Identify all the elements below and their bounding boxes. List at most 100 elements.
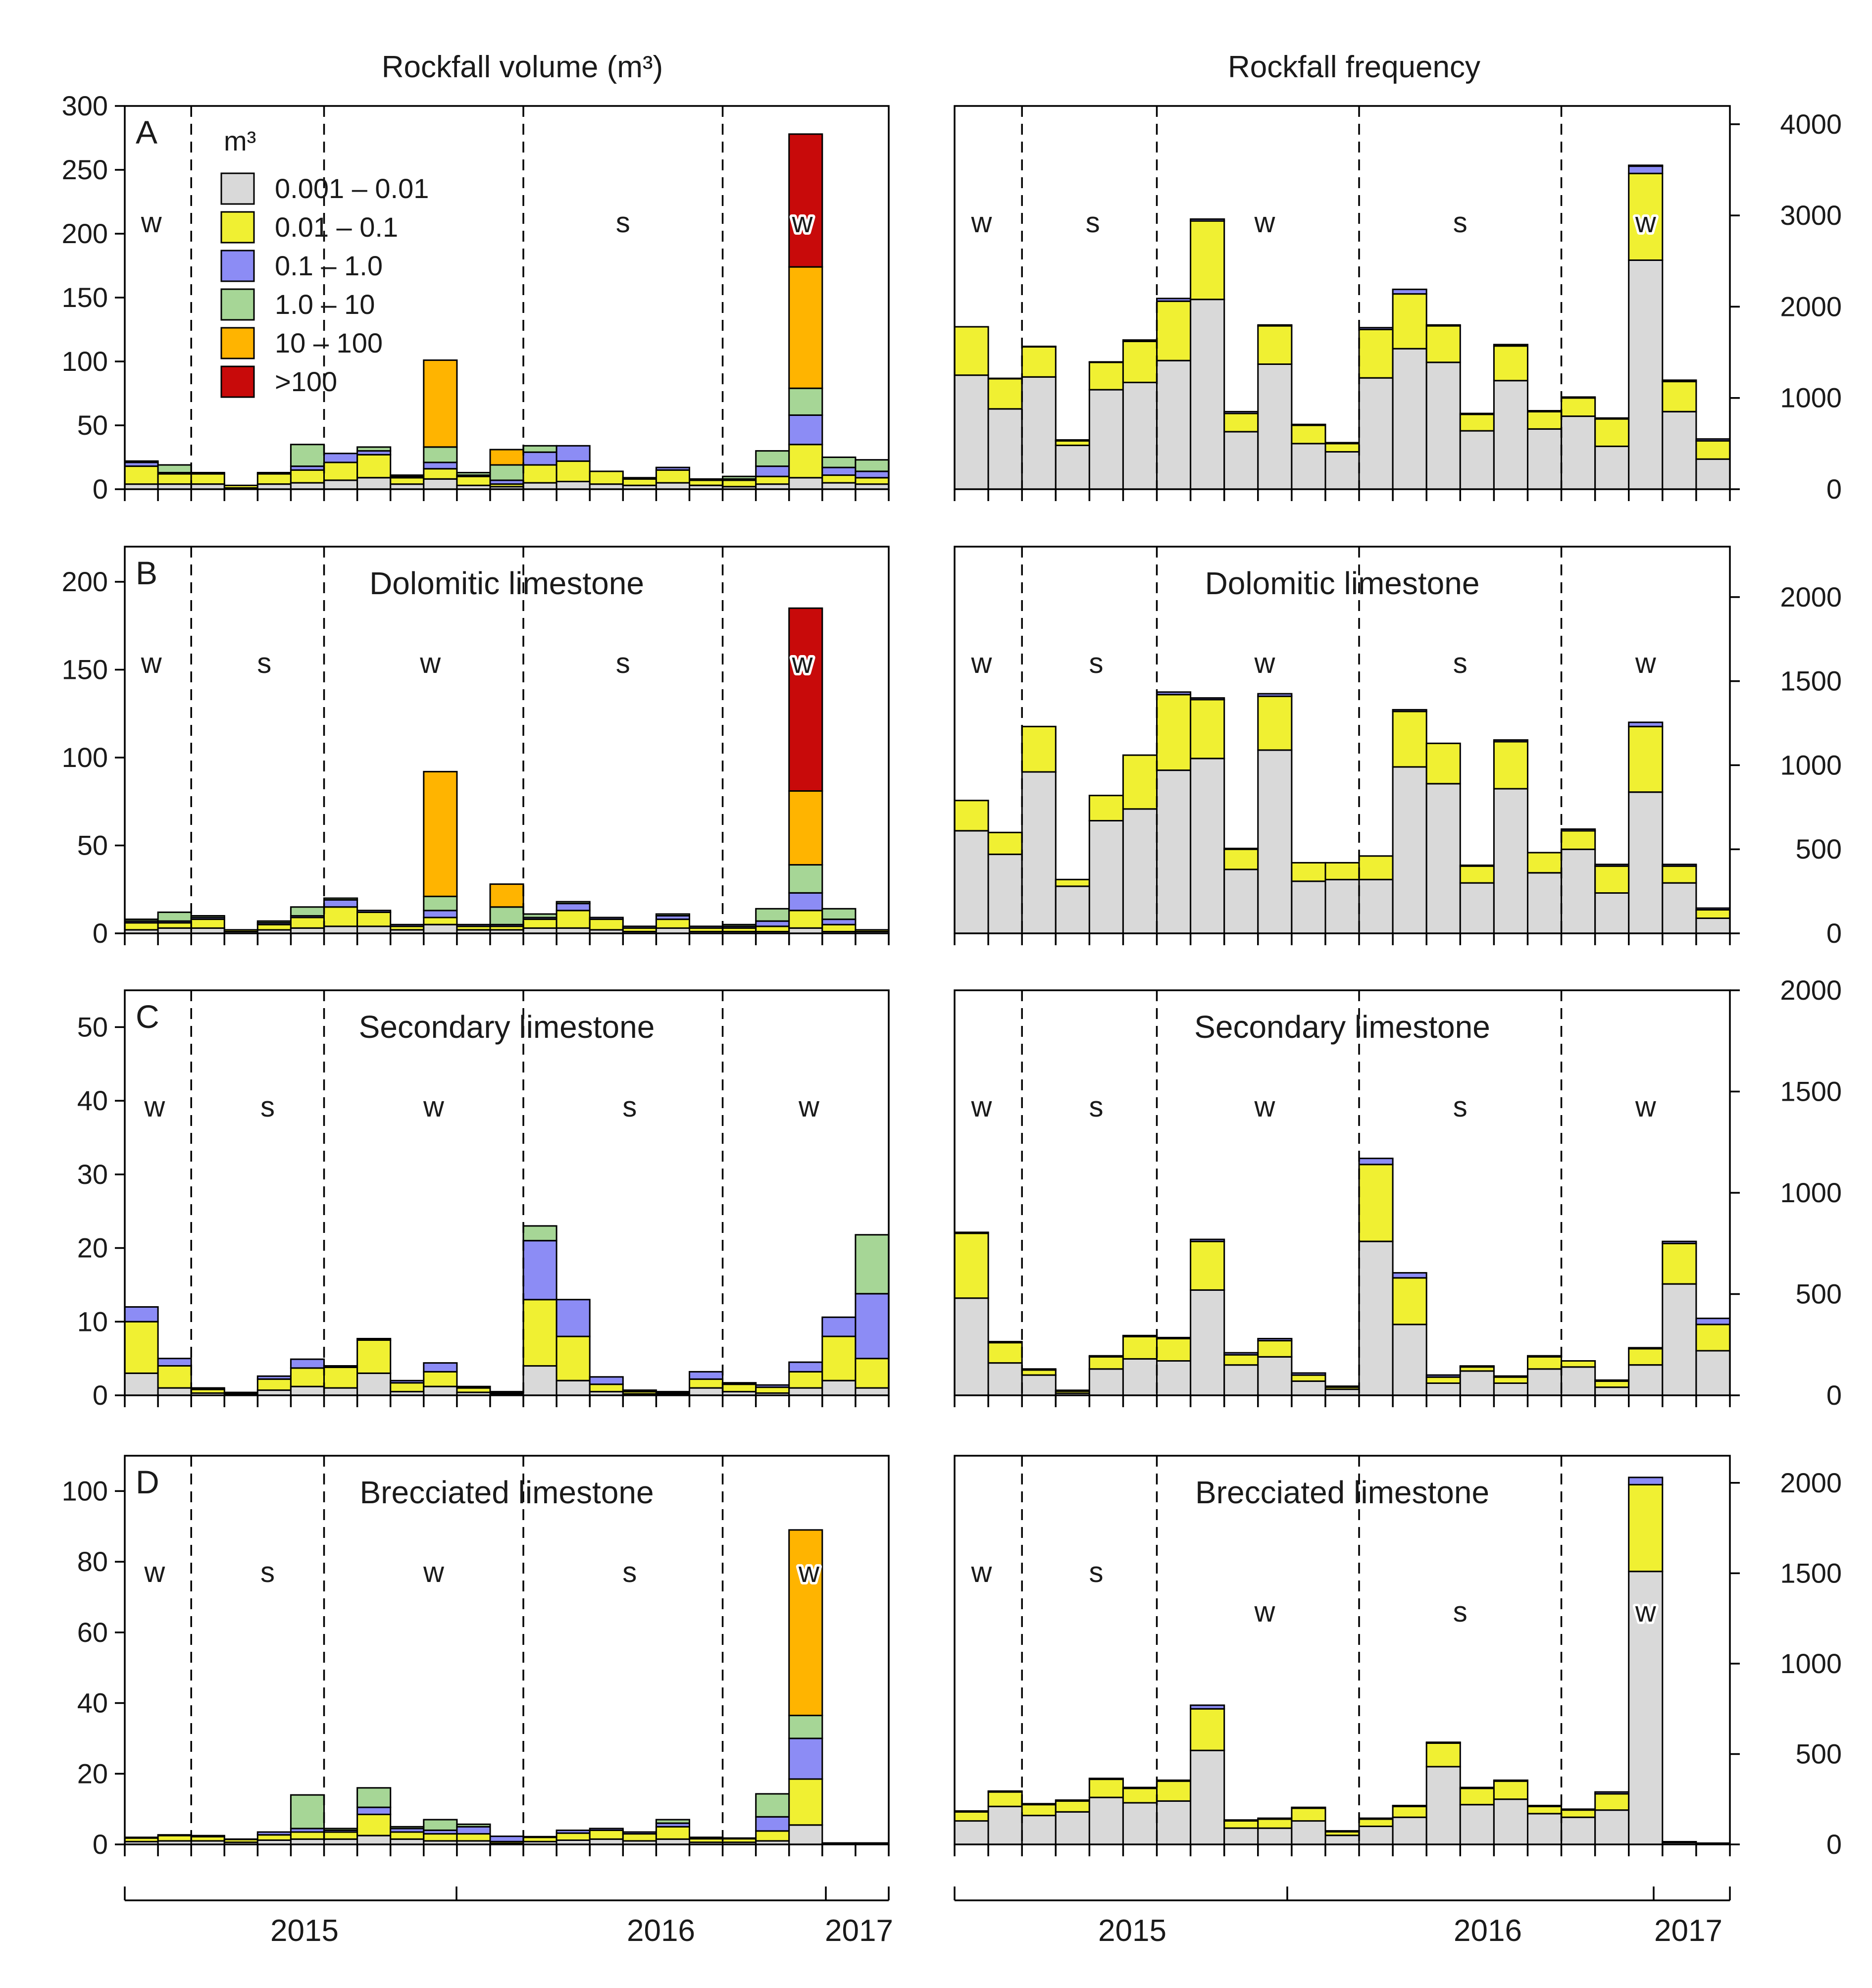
bar-C-frequency-9-class-1 [1223,1364,1259,1396]
season-label-C-frequency-4: s [1453,1091,1467,1123]
y-tick-label-D-volume-0: 0 [93,1829,108,1860]
bar-D-frequency-19-class-1 [1561,1816,1596,1845]
bar-B-volume-18-class-3 [689,925,724,929]
bar-A-volume-21-class-2 [788,444,823,479]
frequency-column-title: Rockfall frequency [1228,50,1480,84]
bar-B-volume-5-class-2 [256,923,292,931]
legend-label-6: >100 [275,366,337,397]
bar-C-frequency-2-class-2 [987,1342,1023,1364]
bar-C-frequency-8-class-3 [1190,1238,1225,1242]
bar-D-frequency-7-class-1 [1156,1800,1192,1845]
bar-C-volume-13-class-4 [522,1225,557,1242]
panel-letter-D: D [136,1464,159,1500]
bar-C-volume-7-class-2 [323,1367,358,1389]
bar-D-frequency-4-class-2 [1055,1800,1090,1813]
bar-C-frequency-11-class-2 [1291,1374,1326,1382]
panel-A-frequency: 0 1000 2000 3000 4000 w s w s w [954,105,1842,505]
bar-B-frequency-14-class-3 [1392,709,1427,713]
y-tick-label-B-frequency-1000: 1000 [1780,749,1842,780]
bar-A-volume-13-class-4 [522,445,557,453]
bar-D-frequency-2-class-1 [987,1805,1023,1845]
bar-C-frequency-15-class-1 [1425,1382,1461,1396]
bar-B-frequency-11-class-1 [1291,880,1326,934]
bar-B-frequency-23-class-3 [1695,907,1731,911]
bar-B-volume-17-class-2 [655,918,691,929]
bar-D-volume-8-class-3 [356,1806,392,1815]
bar-D-volume-8-class-1 [356,1835,392,1845]
bar-A-volume-20-class-4 [755,450,790,467]
bar-A-volume-5-class-3 [256,472,292,475]
y-tick-label-A-volume-200: 200 [62,218,108,249]
bar-A-frequency-12-class-1 [1324,451,1360,490]
bar-A-volume-14-class-3 [556,445,591,462]
bar-D-frequency-5-class-2 [1088,1779,1124,1798]
bar-D-frequency-11-class-3 [1291,1806,1326,1809]
bar-A-frequency-12-class-3 [1324,442,1360,445]
bar-C-frequency-10-class-3 [1257,1338,1293,1342]
panel-letter-A: A [136,114,157,151]
bar-C-volume-2-class-1 [157,1387,192,1396]
y-tick-label-B-frequency-1500: 1500 [1780,665,1842,697]
season-label-A-volume-2: s [616,206,630,239]
y-tick-label-D-frequency-1500: 1500 [1780,1557,1842,1588]
y-tick-label-B-frequency-0: 0 [1826,918,1842,949]
y-tick-label-D-frequency-1000: 1000 [1780,1648,1842,1679]
bar-D-frequency-15-class-2 [1425,1742,1461,1768]
bar-C-frequency-11-class-1 [1291,1380,1326,1396]
bar-C-frequency-22-class-1 [1662,1283,1697,1396]
bar-A-volume-18-class-3 [689,478,724,481]
bar-A-volume-14-class-2 [556,460,591,483]
bar-C-frequency-6-class-1 [1122,1358,1158,1396]
bar-C-frequency-23-class-3 [1695,1318,1731,1325]
bar-C-volume-5-class-2 [256,1378,292,1391]
season-label-D-frequency-5: w [1635,1596,1657,1628]
bar-A-frequency-15-class-3 [1425,324,1461,327]
bar-A-frequency-8-class-3 [1190,218,1225,222]
bar-C-frequency-23-class-1 [1695,1350,1731,1396]
bar-D-frequency-21-class-2 [1628,1483,1664,1573]
bar-B-volume-15-class-3 [589,917,624,920]
bar-A-volume-7-class-1 [323,479,358,490]
y-tick-label-A-frequency-4000: 4000 [1780,108,1842,140]
bar-B-frequency-17-class-2 [1493,741,1528,790]
season-label-A-frequency-4: s [1453,206,1467,239]
y-tick-label-D-frequency-500: 500 [1796,1738,1842,1769]
bar-B-frequency-7-class-2 [1156,694,1192,771]
bar-B-frequency-8-class-1 [1190,758,1225,934]
bar-A-volume-21-class-5 [788,266,823,389]
bar-A-volume-17-class-2 [655,469,691,484]
bar-B-frequency-15-class-2 [1425,742,1461,785]
bar-A-frequency-6-class-1 [1122,381,1158,490]
bar-D-volume-21-class-5 [788,1529,823,1717]
bar-B-volume-10-class-4 [423,896,458,912]
bar-D-volume-15-class-2 [589,1830,624,1840]
bar-A-volume-12-class-4 [489,464,524,481]
legend-label-3: 0.1 – 1.0 [275,250,383,281]
bar-D-frequency-13-class-1 [1358,1826,1394,1845]
panel-D-frequency: 0 500 1000 1500 2000 Brecciated limestone w s w s… [954,1455,1842,1860]
bar-C-volume-14-class-3 [556,1299,591,1337]
y-tick-label-A-volume-150: 150 [62,282,108,313]
bar-D-volume-3-class-3 [190,1835,225,1837]
bar-A-volume-21-class-4 [788,387,823,416]
bar-A-volume-15-class-2 [589,470,624,485]
bar-D-frequency-12-class-3 [1324,1830,1360,1833]
bar-C-frequency-21-class-2 [1628,1348,1664,1366]
bar-C-volume-10-class-2 [423,1371,458,1387]
bar-D-frequency-13-class-2 [1358,1818,1394,1827]
bar-A-volume-22-class-2 [821,474,857,484]
season-label-B-frequency-2: s [1089,647,1103,679]
panel-C-volume: 0 10 20 30 40 50 C Secondary limestone w s w s w [77,989,890,1411]
bar-D-volume-8-class-2 [356,1813,392,1836]
bar-D-volume-7-class-4 [323,1828,358,1831]
bar-B-volume-10-class-5 [423,770,458,897]
y-tick-label-B-volume-50: 50 [77,830,108,861]
bar-C-frequency-2-class-3 [987,1341,1023,1344]
plot-frame-B-frequency [954,546,1731,934]
season-label-C-volume-2: s [260,1091,275,1123]
legend-swatch-5 [220,327,255,359]
season-label-C-frequency-2: s [1089,1091,1103,1123]
bar-D-frequency-6-class-2 [1122,1787,1158,1804]
